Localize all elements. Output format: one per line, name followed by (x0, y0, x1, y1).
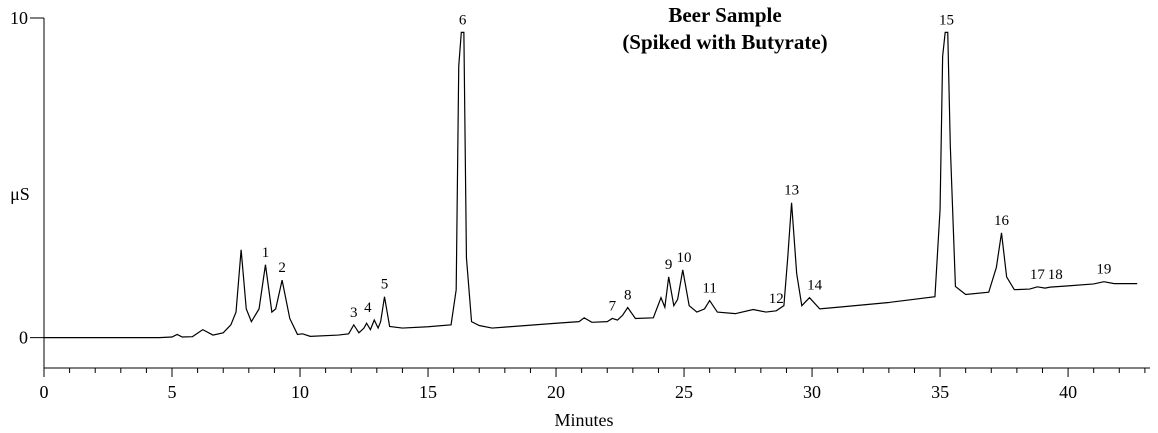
peak-label: 9 (665, 257, 673, 273)
peak-label: 15 (939, 12, 954, 28)
peak-label: 11 (702, 281, 716, 297)
peak-label: 12 (769, 291, 784, 307)
peak-label: 10 (677, 250, 692, 266)
peak-label: 16 (994, 213, 1010, 229)
x-tick-label: 5 (168, 382, 177, 402)
y-axis-label: μS (10, 184, 30, 204)
peak-label: 6 (459, 12, 467, 28)
chart-subtitle: (Spiked with Butyrate) (622, 30, 827, 54)
x-tick-label: 30 (803, 382, 821, 402)
peak-label: 8 (624, 288, 632, 304)
peak-label: 1 (262, 245, 270, 261)
peak-label: 13 (784, 183, 799, 199)
peak-label: 17 (1030, 267, 1046, 283)
x-tick-label: 20 (547, 382, 565, 402)
peak-label: 4 (364, 300, 372, 316)
x-axis-label: Minutes (554, 410, 613, 430)
y-tick-label: 0 (19, 328, 28, 348)
trace (44, 31, 1138, 339)
x-tick-label: 15 (419, 382, 437, 402)
peak-label: 7 (609, 298, 617, 314)
x-tick-label: 25 (675, 382, 693, 402)
chart-title: Beer Sample (668, 3, 781, 27)
peak-label: 5 (381, 277, 389, 293)
x-tick-label: 0 (40, 382, 49, 402)
x-tick-label: 35 (931, 382, 949, 402)
peak-label: 2 (278, 260, 286, 276)
peak-label: 14 (807, 278, 823, 294)
peak-label: 19 (1096, 262, 1111, 278)
y-tick-label: 10 (10, 8, 28, 28)
x-tick-label: 40 (1059, 382, 1077, 402)
x-tick-label: 10 (291, 382, 309, 402)
peak-label: 18 (1048, 267, 1063, 283)
peak-label: 3 (350, 305, 358, 321)
